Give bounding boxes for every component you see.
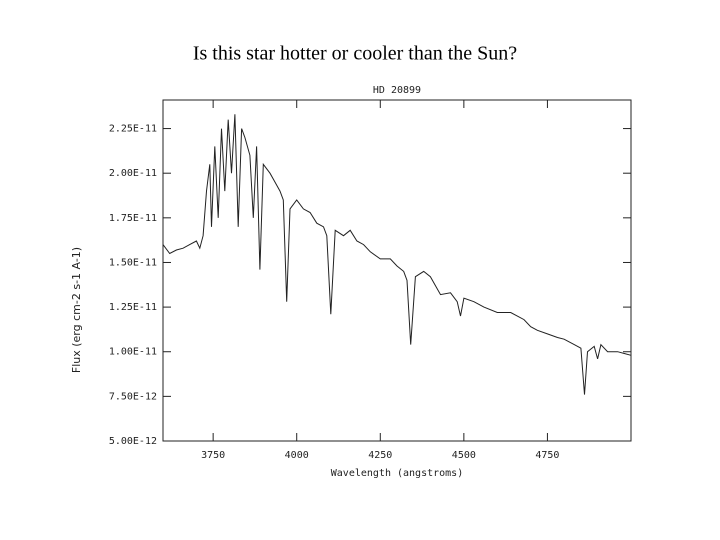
y-tick-label: 5.00E-12 bbox=[109, 436, 157, 447]
slide-title: Is this star hotter or cooler than the S… bbox=[193, 43, 517, 65]
x-tick-label: 4750 bbox=[535, 450, 559, 461]
x-tick-label: 4000 bbox=[285, 450, 309, 461]
y-tick-label: 2.00E-11 bbox=[109, 168, 157, 179]
y-tick-label: 2.25E-11 bbox=[109, 124, 157, 135]
spectrum-line bbox=[162, 114, 632, 395]
x-tick-label: 3750 bbox=[201, 450, 225, 461]
x-tick-label: 4500 bbox=[452, 450, 476, 461]
y-tick-label: 1.00E-11 bbox=[109, 347, 157, 358]
plot-frame bbox=[162, 99, 632, 442]
chart-title: HD 20899 bbox=[373, 85, 421, 96]
x-tick-label: 4250 bbox=[368, 450, 392, 461]
y-tick-label: 1.75E-11 bbox=[109, 213, 157, 224]
y-axis-label: Flux (erg cm-2 s-1 A-1) bbox=[70, 247, 83, 373]
y-tick-label: 7.50E-12 bbox=[109, 391, 157, 402]
y-tick-label: 1.50E-11 bbox=[109, 257, 157, 268]
x-axis-label: Wavelength (angstroms) bbox=[331, 468, 463, 479]
y-tick-label: 1.25E-11 bbox=[109, 302, 157, 313]
